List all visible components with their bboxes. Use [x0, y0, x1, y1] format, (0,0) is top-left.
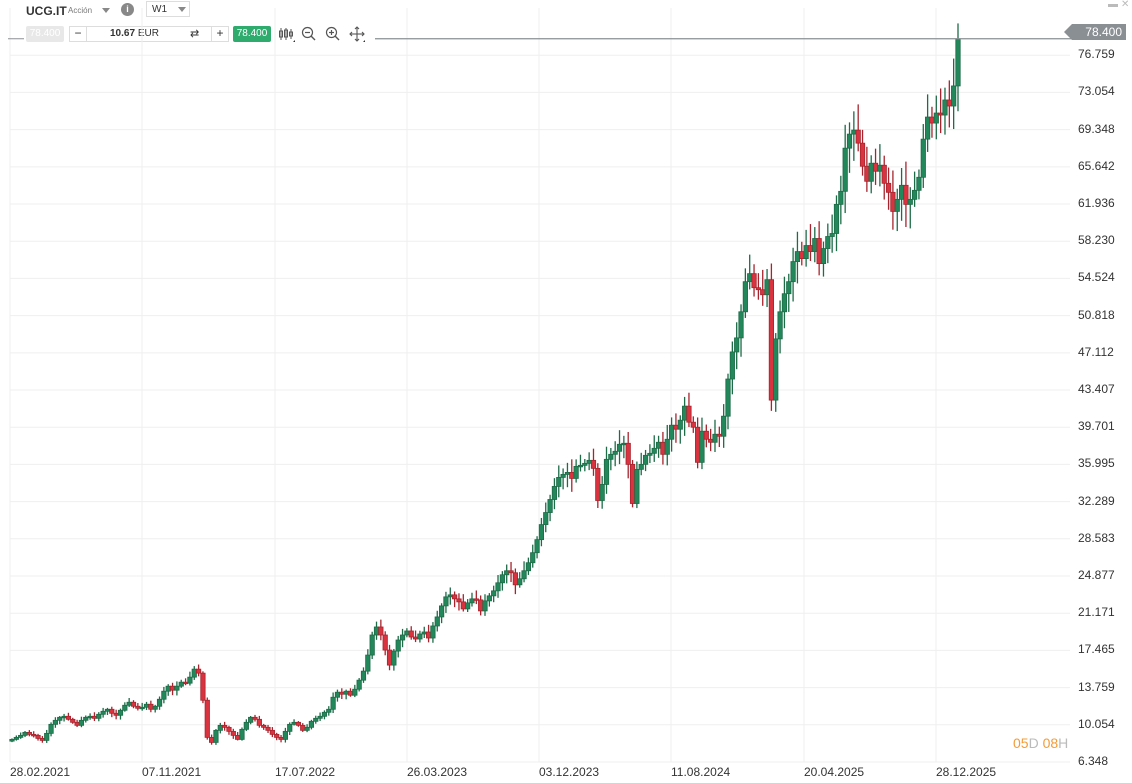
y-tick-label: 65.642 [1078, 158, 1115, 173]
instrument-type-label: Acción [68, 6, 93, 15]
quantity-currency: EUR [137, 28, 159, 39]
chart-header: UCG.IT Acción i W1 ▬ ✕ [0, 0, 1132, 20]
increase-quantity-button[interactable]: + [211, 27, 228, 41]
y-tick-label: 17.465 [1078, 642, 1115, 657]
move-icon[interactable] [348, 25, 366, 43]
x-tick-label: 07.11.2021 [142, 765, 202, 779]
y-tick-label: 58.230 [1078, 233, 1115, 248]
y-tick-label: 6.348 [1078, 754, 1109, 768]
current-price-tag: 78.400 [1064, 24, 1126, 40]
trade-panel: 78.400 − 10.67 EUR ⇄ + 78.400 [0, 25, 380, 44]
x-tick-label: 17.07.2022 [275, 765, 336, 779]
zoom-out-icon[interactable] [300, 25, 318, 43]
y-tick-label: 13.759 [1078, 679, 1115, 694]
zoom-in-icon[interactable] [324, 25, 342, 43]
y-tick-label: 21.171 [1078, 605, 1115, 620]
y-tick-label: 69.348 [1078, 121, 1115, 136]
y-tick-label: 24.877 [1078, 568, 1115, 582]
y-tick-label: 28.583 [1078, 530, 1115, 545]
x-tick-label: 26.03.2023 [407, 765, 468, 779]
y-tick-label: 76.759 [1078, 47, 1115, 62]
close-icon[interactable]: ✕ [1121, 0, 1130, 10]
decrease-quantity-button[interactable]: − [70, 27, 87, 41]
symbol-dropdown-chevron-icon[interactable] [102, 8, 110, 13]
candlestick-type-icon[interactable] [278, 25, 296, 43]
timeframe-select[interactable]: W1 [146, 1, 190, 17]
x-tick-label: 11.08.2024 [671, 765, 731, 779]
x-tick-label: 20.04.2025 [804, 765, 865, 779]
quantity-input[interactable]: 10.67 EUR [110, 27, 159, 41]
y-tick-label: 32.289 [1078, 493, 1115, 508]
buy-price-button[interactable]: 78.400 [233, 26, 271, 42]
candle-countdown: 05D 08H [1013, 735, 1068, 751]
countdown-hours-unit: H [1058, 735, 1069, 751]
countdown-days-unit: D [1028, 735, 1039, 751]
sell-price-button[interactable]: 78.400 [26, 26, 64, 42]
y-tick-label: 35.995 [1078, 456, 1115, 471]
timeframe-value: W1 [152, 4, 167, 15]
y-tick-label: 54.524 [1078, 270, 1115, 285]
y-tick-label: 43.407 [1078, 382, 1115, 396]
quantity-value: 10.67 [110, 28, 136, 39]
countdown-days: 05 [1013, 735, 1029, 751]
info-icon[interactable]: i [121, 3, 134, 16]
symbol-label[interactable]: UCG.IT [26, 4, 67, 18]
countdown-hours: 08 [1042, 735, 1059, 751]
y-tick-label: 61.936 [1078, 196, 1115, 211]
y-tick-label: 39.701 [1078, 419, 1115, 434]
x-tick-label: 28.12.2025 [936, 765, 997, 779]
swap-icon[interactable]: ⇄ [190, 28, 200, 40]
x-tick-label: 28.02.2021 [10, 765, 71, 779]
minimize-icon[interactable]: ▬ [1108, 0, 1118, 10]
quantity-stepper[interactable]: − 10.67 EUR ⇄ + [69, 26, 229, 42]
x-tick-label: 03.12.2023 [539, 765, 600, 779]
y-tick-label: 73.054 [1078, 84, 1115, 99]
y-tick-label: 10.054 [1078, 716, 1115, 731]
y-tick-label: 50.818 [1078, 307, 1115, 322]
timeframe-chevron-icon [178, 7, 186, 12]
y-tick-label: 47.112 [1078, 344, 1114, 359]
